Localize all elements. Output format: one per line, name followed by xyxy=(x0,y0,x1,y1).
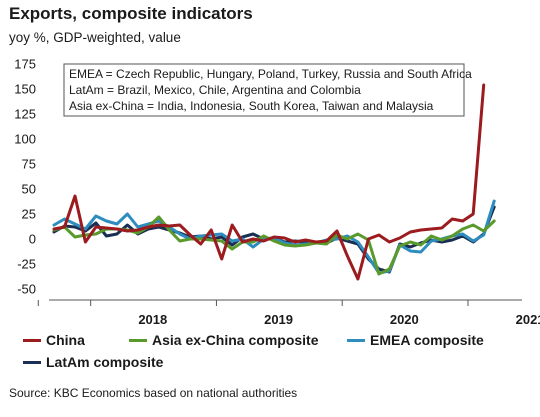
x-tick-label: 2020 xyxy=(390,312,419,327)
series-layer xyxy=(52,83,496,281)
x-tick-label: 2019 xyxy=(264,312,293,327)
x-tick-label: 2021 xyxy=(516,312,540,327)
x-axis: 2018 2019 2020 2021 xyxy=(37,299,540,327)
y-tick-label: -50 xyxy=(17,282,36,297)
y-tick-label: 75 xyxy=(22,157,36,172)
series-line-china xyxy=(52,83,486,281)
y-tick-label: -25 xyxy=(17,257,36,272)
y-tick-label: 100 xyxy=(14,132,36,147)
legend-item-latam: LatAm composite xyxy=(23,354,163,370)
legend-swatch-asia xyxy=(129,338,147,342)
legend-label-china: China xyxy=(46,332,85,348)
note-line-asia: Asia ex-China = India, Indonesia, South … xyxy=(69,99,434,113)
y-tick-label: 150 xyxy=(14,82,36,97)
y-axis: 175 150 125 100 75 50 25 0 -25 -50 xyxy=(14,57,36,297)
chart-title: Exports, composite indicators xyxy=(9,4,253,23)
x-tick-label: 2018 xyxy=(138,312,167,327)
legend-item-asia: Asia ex-China composite xyxy=(129,332,319,348)
legend-label-latam: LatAm composite xyxy=(46,354,164,370)
y-tick-label: 50 xyxy=(22,182,36,197)
y-tick-label: 125 xyxy=(14,107,36,122)
country-note-box: EMEA = Czech Republic, Hungary, Poland, … xyxy=(63,63,472,117)
legend-item-emea: EMEA composite xyxy=(347,332,484,348)
legend-item-china: China xyxy=(23,332,85,348)
note-line-latam: LatAm = Brazil, Mexico, Chile, Argentina… xyxy=(69,83,361,97)
legend-swatch-emea xyxy=(347,338,365,342)
legend-label-asia: Asia ex-China composite xyxy=(152,332,319,348)
chart-subtitle: yoy %, GDP-weighted, value xyxy=(9,30,181,45)
legend-label-emea: EMEA composite xyxy=(370,332,484,348)
note-box-frame xyxy=(63,63,465,117)
legend-swatch-china xyxy=(23,338,41,342)
source-note: Source: KBC Economics based on national … xyxy=(9,386,298,400)
note-line-emea: EMEA = Czech Republic, Hungary, Poland, … xyxy=(69,67,472,81)
y-tick-label: 25 xyxy=(22,207,36,222)
legend-swatch-latam xyxy=(23,360,41,364)
y-tick-label: 175 xyxy=(14,57,36,72)
y-tick-label: 0 xyxy=(29,232,36,247)
